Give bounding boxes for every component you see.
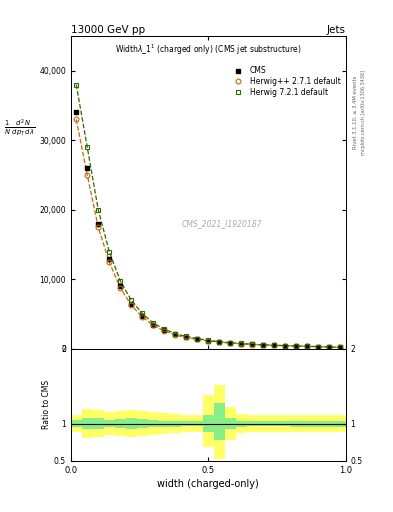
Herwig 7.2.1 default [118,278,123,284]
CMS [305,344,310,350]
Line: Herwig 7.2.1 default: Herwig 7.2.1 default [74,82,343,350]
CMS [129,301,134,307]
Herwig 7.2.1 default [294,343,299,349]
CMS [272,343,277,349]
Herwig 7.2.1 default [107,248,112,254]
Text: Width$\lambda$_1$^1$ (charged only) (CMS jet substructure): Width$\lambda$_1$^1$ (charged only) (CMS… [115,42,302,56]
CMS [217,339,222,345]
Herwig 7.2.1 default [140,310,145,316]
Herwig 7.2.1 default [261,342,266,348]
Herwig++ 2.7.1 default [228,340,233,346]
CMS [173,331,178,337]
Herwig++ 2.7.1 default [140,314,145,320]
CMS [107,255,112,262]
Herwig++ 2.7.1 default [283,343,288,349]
Herwig++ 2.7.1 default [162,328,167,334]
CMS [206,337,211,344]
Herwig++ 2.7.1 default [107,259,112,265]
CMS [74,109,79,115]
CMS [184,334,189,340]
CMS [118,283,123,289]
CMS [327,344,332,350]
Herwig 7.2.1 default [283,343,288,349]
CMS [338,344,343,350]
CMS [250,342,255,348]
Text: mcplots.cern.ch [arXiv:1306.3436]: mcplots.cern.ch [arXiv:1306.3436] [361,70,366,155]
Herwig++ 2.7.1 default [74,116,79,122]
Line: CMS: CMS [74,110,343,350]
CMS [316,344,321,350]
Herwig 7.2.1 default [129,297,134,303]
CMS [228,340,233,346]
Herwig 7.2.1 default [228,339,233,346]
CMS [283,343,288,349]
Herwig++ 2.7.1 default [195,336,200,343]
Herwig++ 2.7.1 default [85,172,90,178]
Herwig++ 2.7.1 default [250,342,255,348]
CMS [96,221,101,227]
Herwig++ 2.7.1 default [184,334,189,340]
Herwig 7.2.1 default [316,344,321,350]
Herwig 7.2.1 default [327,344,332,350]
CMS [195,336,200,343]
Herwig++ 2.7.1 default [206,338,211,344]
Herwig 7.2.1 default [184,333,189,339]
Herwig++ 2.7.1 default [294,343,299,349]
Herwig 7.2.1 default [217,338,222,345]
CMS [140,312,145,318]
Herwig 7.2.1 default [338,344,343,350]
Text: CMS_2021_I1920187: CMS_2021_I1920187 [182,219,262,228]
Text: 13000 GeV pp: 13000 GeV pp [71,25,145,35]
Y-axis label: Ratio to CMS: Ratio to CMS [42,380,51,430]
Herwig++ 2.7.1 default [118,285,123,291]
Herwig++ 2.7.1 default [261,342,266,348]
Herwig++ 2.7.1 default [305,344,310,350]
Herwig++ 2.7.1 default [327,344,332,350]
Herwig 7.2.1 default [195,335,200,342]
Herwig 7.2.1 default [173,331,178,337]
Herwig++ 2.7.1 default [239,341,244,347]
Herwig++ 2.7.1 default [272,343,277,349]
Herwig++ 2.7.1 default [129,302,134,308]
CMS [261,342,266,348]
Herwig 7.2.1 default [74,81,79,88]
Herwig 7.2.1 default [250,341,255,347]
Herwig 7.2.1 default [305,343,310,349]
Herwig 7.2.1 default [162,326,167,332]
Herwig++ 2.7.1 default [173,332,178,338]
Herwig 7.2.1 default [151,320,156,326]
Text: $\frac{1}{N}\,\frac{d^2N}{dp_T\,d\lambda}$: $\frac{1}{N}\,\frac{d^2N}{dp_T\,d\lambda… [4,118,35,138]
CMS [162,327,167,333]
Herwig 7.2.1 default [272,342,277,348]
Herwig 7.2.1 default [239,340,244,347]
Herwig++ 2.7.1 default [217,339,222,345]
CMS [85,165,90,171]
Text: Rivet 3.1.10, ≥ 3.4M events: Rivet 3.1.10, ≥ 3.4M events [353,76,358,150]
CMS [239,340,244,347]
Herwig++ 2.7.1 default [96,224,101,230]
Line: Herwig++ 2.7.1 default: Herwig++ 2.7.1 default [74,117,343,350]
Legend: CMS, Herwig++ 2.7.1 default, Herwig 7.2.1 default: CMS, Herwig++ 2.7.1 default, Herwig 7.2.… [228,65,342,99]
Herwig 7.2.1 default [85,144,90,150]
Herwig 7.2.1 default [206,337,211,344]
Herwig 7.2.1 default [96,207,101,213]
CMS [294,343,299,349]
X-axis label: width (charged-only): width (charged-only) [158,479,259,489]
Herwig++ 2.7.1 default [151,322,156,328]
CMS [151,322,156,328]
Herwig++ 2.7.1 default [316,344,321,350]
Herwig++ 2.7.1 default [338,344,343,350]
Text: Jets: Jets [327,25,346,35]
